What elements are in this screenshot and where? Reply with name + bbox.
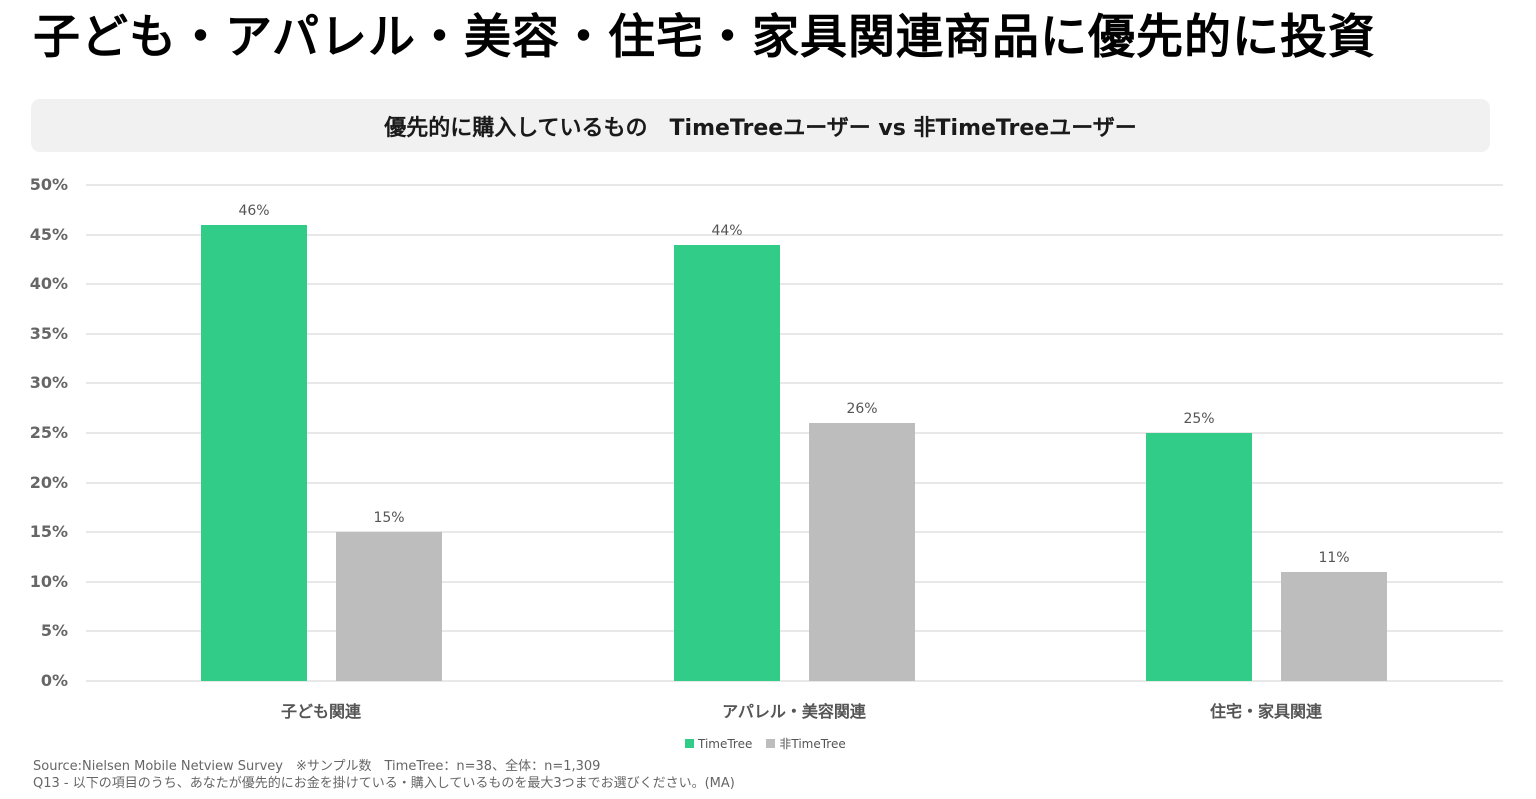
x-axis-category-label: アパレル・美容関連 (722, 702, 866, 721)
legend-swatch-non-timetree (766, 739, 776, 748)
bar-non-timetree (809, 423, 915, 681)
y-axis-tick-label: 25% (29, 423, 68, 442)
chart-title-banner: 優先的に購入しているもの TimeTreeユーザー vs 非TimeTreeユー… (31, 99, 1490, 152)
x-axis-category-label: 子ども関連 (280, 702, 361, 721)
y-axis-tick-label: 20% (29, 472, 68, 492)
question-note: Q13 - 以下の項目のうち、あなたが優先的にお金を掛けている・購入しているもの… (33, 776, 735, 791)
gridline (86, 184, 1503, 186)
bar-value-label: 25% (1183, 411, 1215, 427)
gridline (86, 630, 1503, 633)
bar-value-label: 15% (373, 510, 405, 527)
gridline (86, 382, 1503, 385)
legend-label-non-timetree: 非TimeTree (779, 737, 846, 751)
bar-timetree (201, 224, 307, 681)
legend-label-timetree: TimeTree (698, 736, 753, 751)
bar-timetree (674, 244, 780, 681)
source-note: Source:Nielsen Mobile Netview Survey ※サン… (33, 759, 601, 774)
y-axis-tick-label: 0% (40, 671, 68, 690)
bar-value-label: 46% (238, 202, 270, 219)
y-axis-tick-label: 30% (29, 373, 68, 393)
gridline (86, 233, 1503, 236)
gridline (86, 481, 1503, 484)
chart-legend: TimeTree 非TimeTree (685, 735, 856, 752)
y-axis-tick-label: 35% (29, 323, 68, 343)
y-axis-tick-label: 50% (29, 175, 68, 194)
bar-timetree (1146, 433, 1252, 681)
y-axis-tick-label: 10% (29, 571, 68, 591)
bar-non-timetree (336, 532, 442, 681)
y-axis-tick-label: 40% (29, 274, 68, 294)
page-title: 子ども・アパレル・美容・住宅・家具関連商品に優先的に投資 (33, 10, 1377, 65)
gridline (86, 680, 1503, 682)
bar-non-timetree (1281, 571, 1387, 681)
y-axis-tick-label: 45% (29, 224, 68, 244)
y-axis-tick-label: 5% (40, 621, 68, 641)
legend-item-timetree: TimeTree (685, 737, 752, 751)
x-axis-category-label: 住宅・家具関連 (1209, 702, 1322, 721)
bar-value-label: 26% (846, 401, 878, 418)
legend-swatch-timetree (685, 739, 694, 748)
bar-value-label: 11% (1318, 549, 1350, 566)
bar-value-label: 44% (711, 222, 743, 239)
chart-title: 優先的に購入しているもの TimeTreeユーザー vs 非TimeTreeユー… (384, 115, 1137, 141)
gridline (86, 283, 1503, 286)
gridline (86, 432, 1503, 434)
y-axis-tick-label: 15% (29, 522, 68, 542)
legend-item-non-timetree: 非TimeTree (766, 735, 846, 752)
gridline (86, 531, 1503, 534)
gridline (86, 580, 1503, 583)
gridline (86, 332, 1503, 335)
